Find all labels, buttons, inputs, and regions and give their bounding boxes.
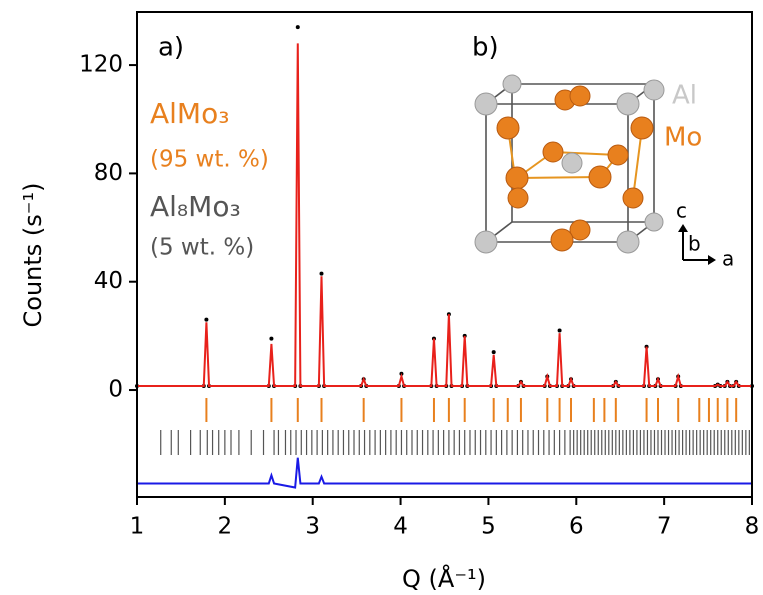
x-tick-label: 6 (569, 514, 584, 540)
data-point (269, 336, 274, 341)
x-tick-label: 8 (745, 514, 760, 540)
x-tick-label: 4 (393, 514, 408, 540)
mo-atom (507, 187, 529, 209)
panel-label: a) (158, 33, 184, 63)
data-point (557, 328, 562, 333)
axis-letter: b (688, 232, 701, 256)
phase-name: Al₈Mo₃ (150, 190, 241, 223)
y-tick-label: 0 (108, 377, 123, 403)
data-point (319, 271, 324, 276)
al-atom (616, 230, 640, 254)
mo-atoms (496, 85, 654, 252)
mo-atom (588, 165, 612, 189)
mo-atom (505, 166, 529, 190)
al-atom (643, 79, 665, 101)
mo-atom (569, 85, 591, 107)
atom-label: Al (672, 81, 697, 111)
x-tick-label: 2 (218, 514, 233, 540)
data-point (491, 350, 496, 355)
al-atom (474, 230, 498, 254)
mo-atom (550, 228, 574, 252)
x-tick-label: 1 (130, 514, 145, 540)
mo-atom (496, 116, 520, 140)
data-point (204, 317, 209, 322)
y-tick-label: 120 (79, 52, 123, 78)
mo-atom (607, 144, 629, 166)
al-atom (502, 74, 522, 94)
axis-arrows (678, 224, 716, 265)
y-tick-label: 40 (94, 268, 123, 294)
data-point (295, 25, 300, 30)
x-axis-label: Q (Å⁻¹) (402, 564, 486, 593)
line (137, 457, 752, 489)
plot-frame (136, 11, 753, 498)
cube-edges (485, 83, 655, 243)
mo-atom (622, 187, 644, 209)
al-atom (474, 92, 498, 116)
phase-fraction: (95 wt. %) (150, 147, 269, 173)
panel-label: b) (472, 33, 499, 63)
mo-atom (569, 219, 591, 241)
phase-fraction: (5 wt. %) (150, 235, 254, 261)
x-tick-label: 7 (657, 514, 672, 540)
phase-name: AlMo₃ (150, 97, 229, 130)
axis-letter: c (676, 199, 687, 223)
x-tick-label: 5 (481, 514, 496, 540)
x-tick-label: 3 (305, 514, 320, 540)
al-atoms (474, 74, 665, 254)
al-atom (616, 92, 640, 116)
mo-atom (542, 141, 564, 163)
mo-atom (630, 116, 654, 140)
axis-triad (682, 228, 712, 261)
bonds (507, 127, 643, 199)
y-axis-label: Counts (s⁻¹) (19, 183, 47, 328)
axis-letter: a (722, 247, 734, 271)
y-tick-label: 80 (94, 160, 123, 186)
al-atom (561, 152, 583, 174)
atom-label: Mo (664, 123, 702, 153)
crystal-structure: Al Mo c b a (474, 74, 734, 271)
line (137, 43, 752, 387)
al-atom (644, 212, 664, 232)
